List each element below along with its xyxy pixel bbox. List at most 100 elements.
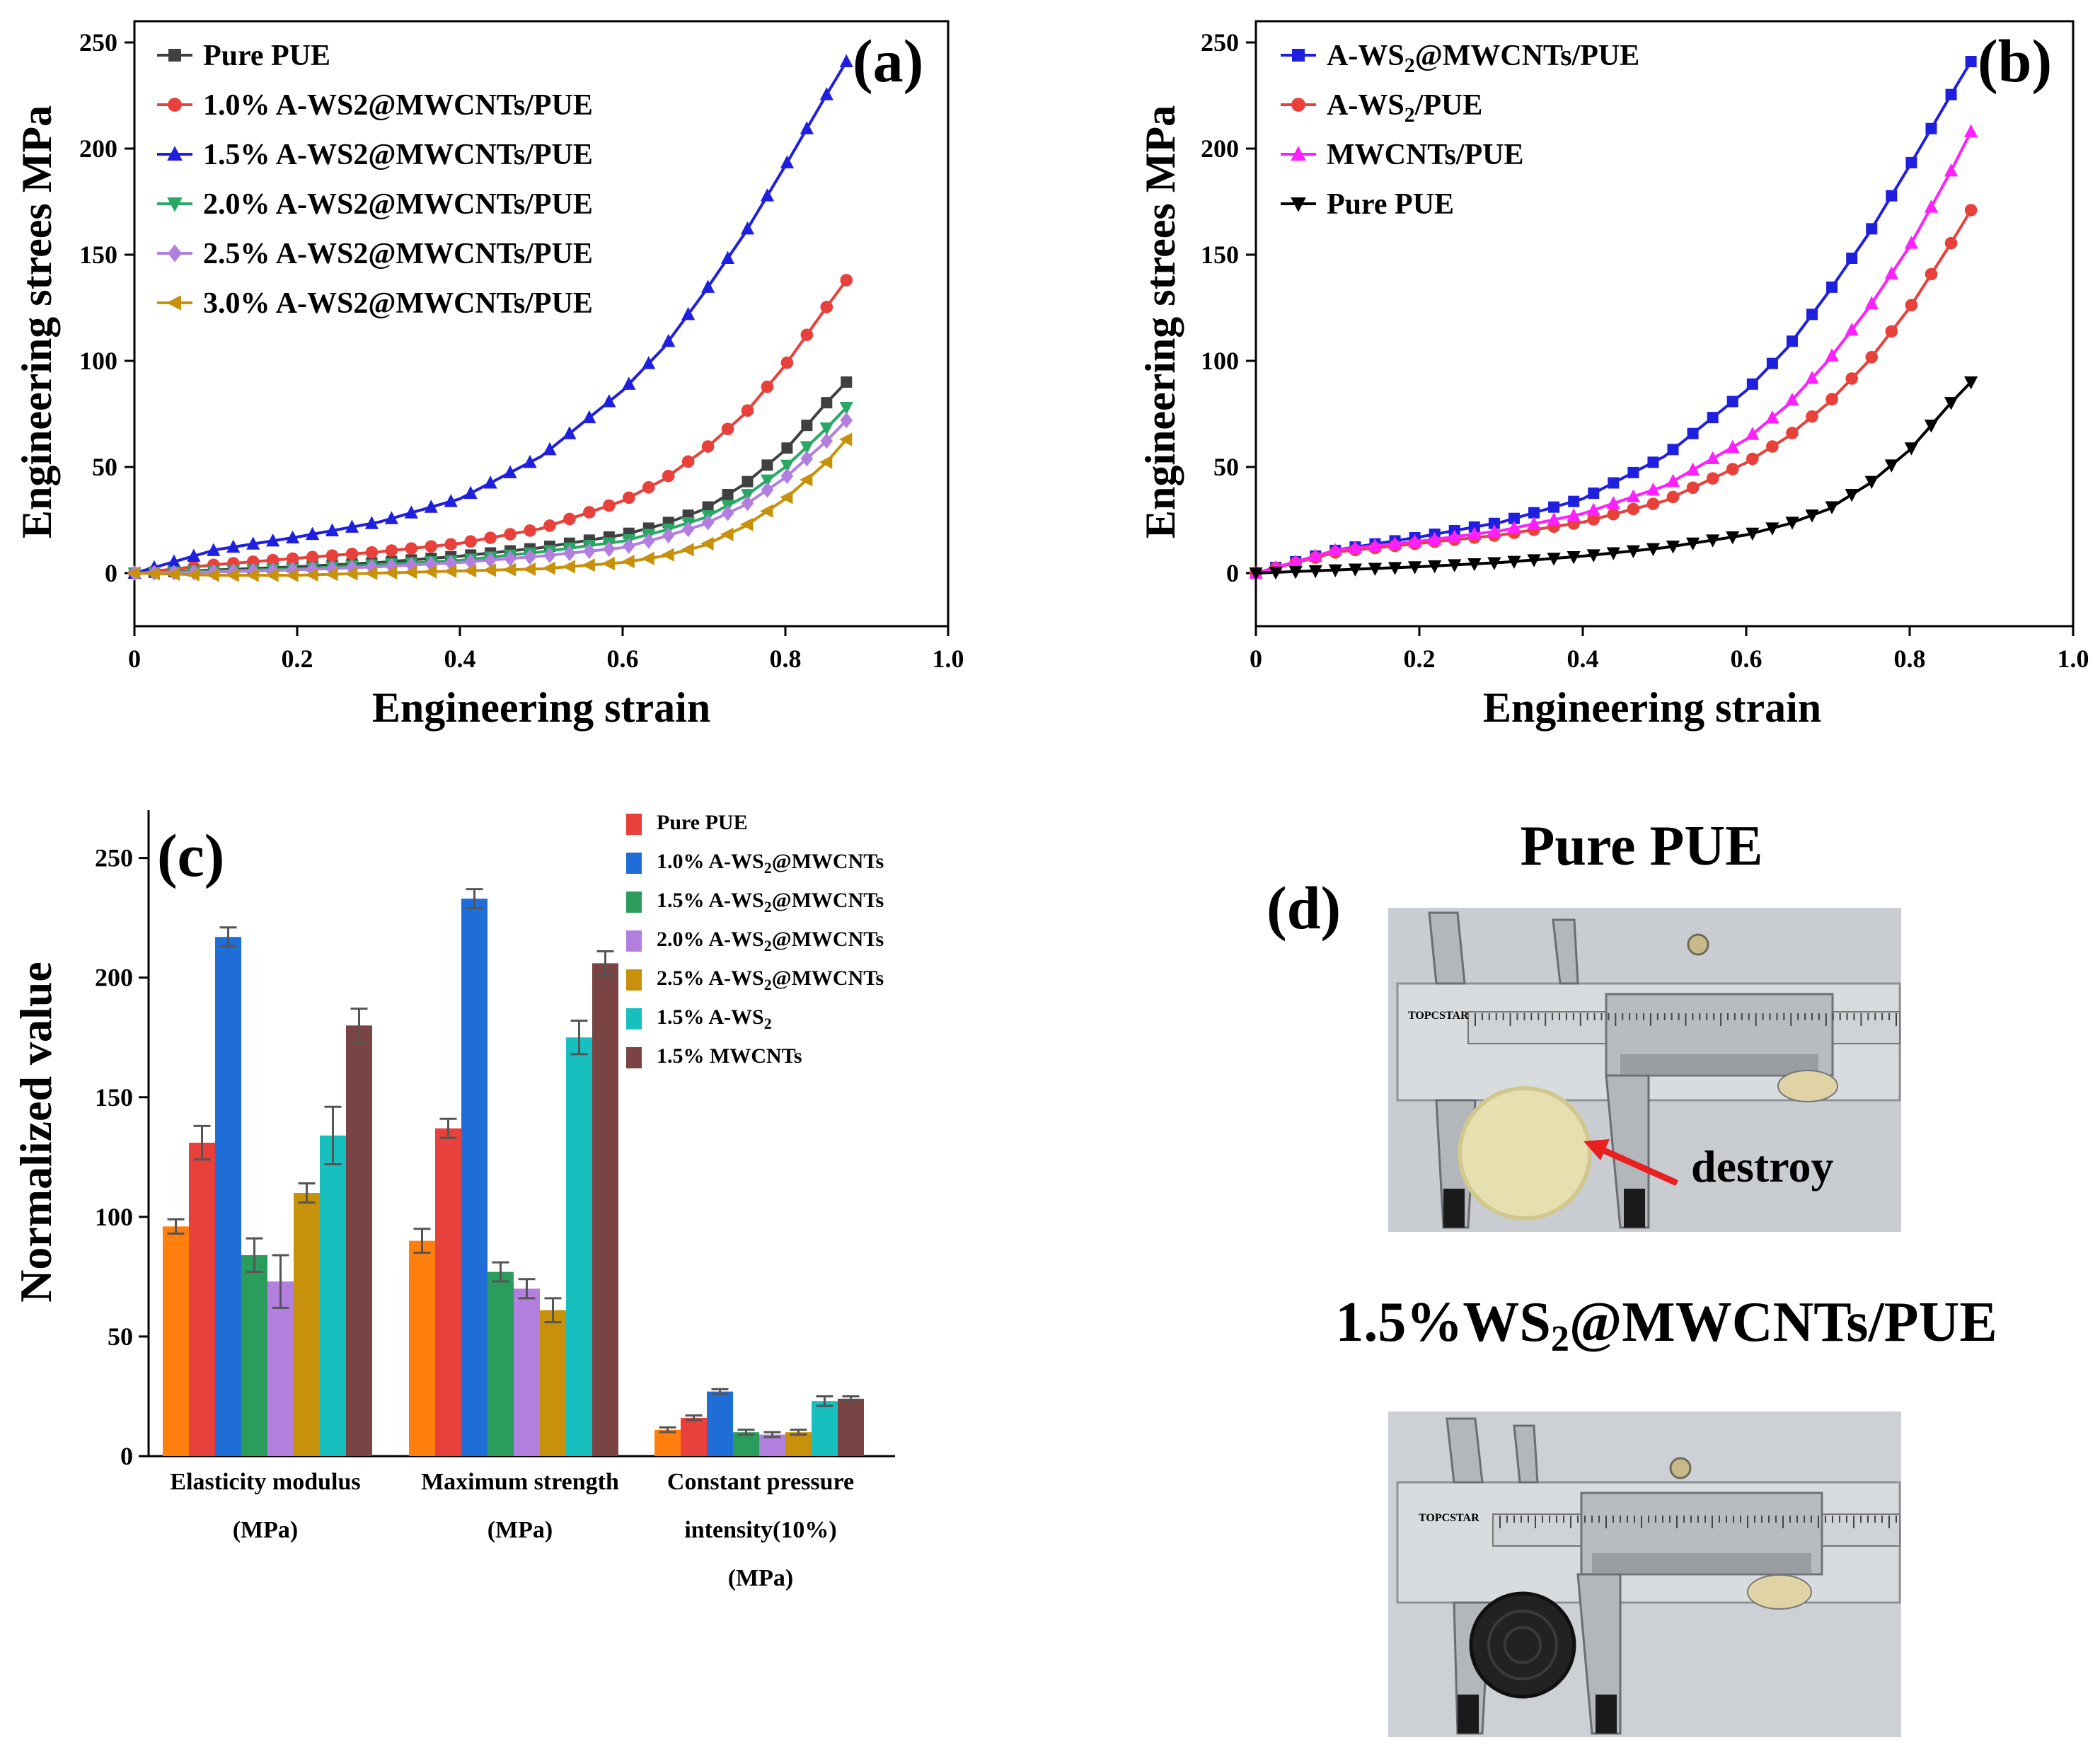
y-tick-label: 0	[105, 559, 117, 587]
data-point	[206, 568, 219, 582]
data-point	[1328, 543, 1342, 556]
data-point	[1825, 501, 1839, 514]
legend-label-sub: 2	[764, 1015, 772, 1032]
data-point	[483, 475, 497, 489]
data-point	[741, 404, 754, 417]
data-point	[1706, 534, 1720, 548]
data-point	[1944, 397, 1958, 410]
legend-marker	[1291, 197, 1306, 212]
legend-marker	[168, 98, 182, 112]
bar	[461, 899, 487, 1456]
data-point	[681, 521, 695, 538]
data-point	[1765, 410, 1779, 424]
photo-pure-pue: TOPCSTAR destroy	[1388, 908, 1901, 1232]
panel-b-series	[1249, 56, 1978, 581]
data-point	[1785, 392, 1799, 406]
data-point	[167, 554, 181, 567]
x-tick-label: 0.2	[282, 645, 313, 673]
legend-swatch	[626, 853, 642, 874]
data-point	[760, 504, 773, 518]
panel-a-series	[127, 54, 853, 582]
data-point	[1567, 551, 1581, 565]
data-point	[801, 420, 813, 432]
data-point	[781, 442, 793, 454]
bar	[759, 1434, 785, 1456]
x-tick-label: 1.0	[933, 645, 964, 673]
category-label: (MPa)	[487, 1517, 553, 1543]
data-point	[1786, 427, 1799, 439]
data-point	[780, 155, 794, 168]
data-point	[780, 459, 794, 473]
bar	[566, 1037, 592, 1456]
panel-c-ylabel: Normalized value	[11, 962, 61, 1303]
sample-pure-pue	[1458, 1086, 1592, 1221]
data-point	[524, 524, 536, 537]
data-point	[1646, 543, 1661, 557]
legend-label-rest: @MWCNTs	[772, 928, 884, 951]
y-tick-label: 200	[95, 964, 133, 992]
y-tick-label: 0	[1226, 559, 1239, 587]
legend-swatch	[626, 814, 642, 835]
data-point	[740, 221, 755, 235]
panel-c-category-labels: Elasticity modulus (MPa) Maximum strength (…	[170, 1469, 854, 1591]
legend-label-rest: @MWCNTs/PUE	[1415, 40, 1640, 72]
data-point	[542, 561, 555, 575]
legend-marker	[168, 49, 181, 62]
panel-a-legend: Pure PUE 1.0% A-WS2@MWCNTs/PUE 1.5% A-WS2@…	[157, 40, 593, 320]
data-point	[385, 544, 398, 557]
data-point	[1746, 527, 1760, 541]
data-point	[1288, 554, 1303, 567]
data-point	[820, 301, 833, 313]
bar	[189, 1143, 215, 1456]
bar	[409, 1240, 435, 1456]
data-point	[503, 465, 517, 478]
legend-label-main: 2.5% A-WS2@MWCNTs/PUE	[203, 238, 593, 270]
x-tick-label: 0.6	[1731, 645, 1762, 673]
legend-label-rest: /PUE	[1414, 89, 1483, 122]
data-point	[799, 473, 813, 487]
data-point	[1627, 466, 1639, 478]
data-point	[403, 565, 417, 579]
destroy-annotation: destroy	[1691, 1141, 1833, 1192]
data-point	[463, 564, 477, 578]
legend-label: 1.5% MWCNTs	[657, 1044, 802, 1068]
y-tick-label: 250	[1201, 28, 1239, 57]
data-point	[1845, 372, 1858, 385]
legend-marker	[168, 244, 182, 262]
data-point	[325, 567, 338, 582]
data-point	[1886, 190, 1898, 202]
legend-label-main: 1.0% A-WS2@MWCNTs/PUE	[203, 89, 593, 122]
data-point	[1626, 545, 1640, 558]
data-point	[761, 482, 774, 498]
x-tick-label: 1.0	[2058, 645, 2089, 673]
panel-a-plot-frame	[133, 20, 950, 628]
data-point	[1487, 557, 1501, 570]
bar	[241, 1254, 267, 1456]
data-point	[404, 505, 418, 519]
data-point	[662, 527, 675, 543]
bar	[785, 1432, 812, 1456]
data-point	[1845, 322, 1859, 336]
legend-label-main: 1.5% MWCNTs	[657, 1044, 802, 1068]
data-point	[583, 506, 596, 519]
data-point	[1646, 483, 1661, 496]
data-point	[603, 499, 616, 512]
data-point	[642, 533, 655, 549]
title-bottom-pre: 1.5%WS	[1335, 1291, 1551, 1354]
legend-label: A-WS2/PUE	[1327, 89, 1482, 127]
legend-label: 1.5% A-WS2@MWCNTs/PUE	[203, 139, 593, 171]
data-point	[1666, 541, 1680, 554]
panel-b-ticks: 0 0.2 0.4 0.6 0.8 1.0 0 50 100 150 200 250	[1201, 28, 2089, 673]
data-point	[364, 566, 378, 580]
y-tick-label: 250	[79, 28, 117, 57]
data-point	[839, 54, 853, 67]
data-point	[543, 442, 557, 456]
data-point	[423, 565, 437, 579]
data-point	[1706, 472, 1719, 485]
data-point	[1607, 507, 1620, 521]
data-point	[1588, 487, 1600, 500]
data-point	[760, 188, 775, 202]
data-point	[543, 547, 556, 563]
data-point	[1428, 531, 1442, 546]
